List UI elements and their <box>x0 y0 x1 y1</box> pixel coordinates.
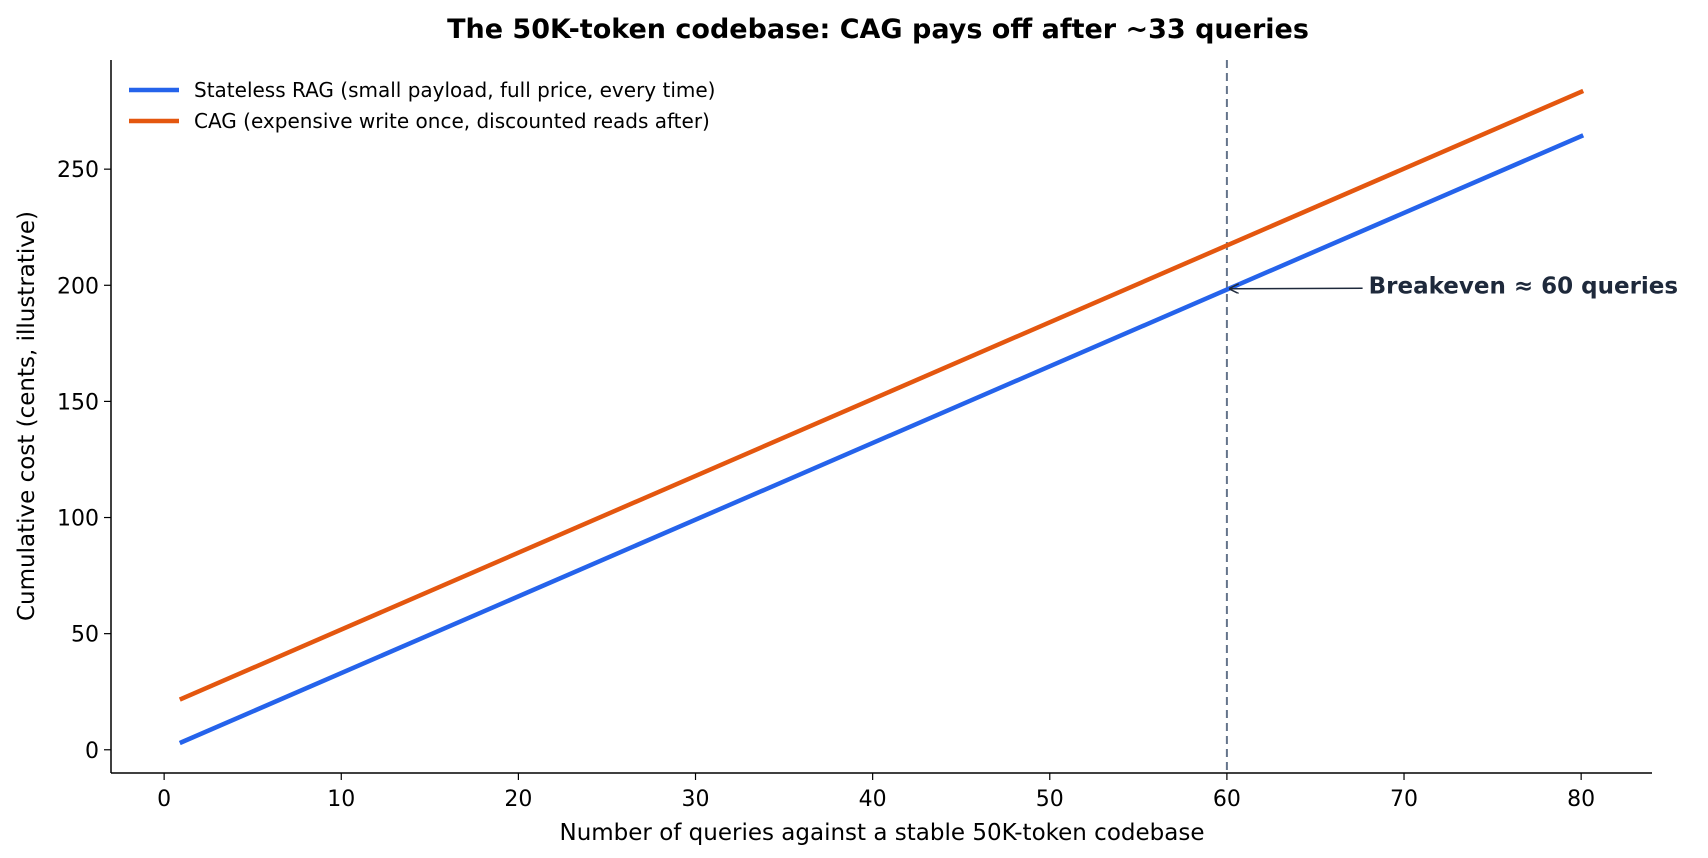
x-tick-label: 0 <box>157 787 171 812</box>
plot-area <box>178 60 1585 773</box>
x-tick-label: 60 <box>1213 787 1241 812</box>
legend-label: CAG (expensive write once, discounted re… <box>194 109 710 133</box>
x-tick-label: 80 <box>1567 787 1595 812</box>
y-tick-label: 100 <box>57 507 99 532</box>
y-tick-label: 250 <box>57 158 99 183</box>
series-line-stateless-rag <box>178 133 1585 746</box>
legend-label: Stateless RAG (small payload, full price… <box>194 78 715 102</box>
x-axis-label: Number of queries against a stable 50K-t… <box>560 820 1205 846</box>
x-tick-label: 70 <box>1390 787 1418 812</box>
y-tick-label: 150 <box>57 390 99 415</box>
y-tick-label: 50 <box>71 623 99 648</box>
y-tick-label: 0 <box>85 739 99 764</box>
series-line-cag <box>178 88 1585 702</box>
y-tick-label: 200 <box>57 274 99 299</box>
y-axis-label: Cumulative cost (cents, illustrative) <box>14 211 40 621</box>
y-ticks: 0 50 100 150 200 250 <box>57 158 111 764</box>
x-tick-label: 50 <box>1036 787 1064 812</box>
breakeven-annotation-label: Breakeven ≈ 60 queries <box>1369 273 1679 299</box>
x-ticks: 0 10 20 30 40 50 60 70 80 <box>157 773 1595 812</box>
annotation: Breakeven ≈ 60 queries <box>1230 273 1678 299</box>
chart-title: The 50K-token codebase: CAG pays off aft… <box>447 14 1309 45</box>
x-tick-label: 40 <box>859 787 887 812</box>
x-tick-label: 20 <box>504 787 532 812</box>
x-tick-label: 30 <box>682 787 710 812</box>
x-tick-label: 10 <box>327 787 355 812</box>
legend: Stateless RAG (small payload, full price… <box>129 78 715 133</box>
